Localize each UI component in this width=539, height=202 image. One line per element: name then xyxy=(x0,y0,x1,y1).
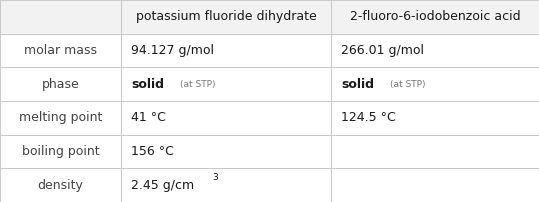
Text: phase: phase xyxy=(42,78,80,91)
Text: 124.5 °C: 124.5 °C xyxy=(341,111,396,124)
Text: 2-fluoro-6-iodobenzoic acid: 2-fluoro-6-iodobenzoic acid xyxy=(350,10,521,23)
Text: melting point: melting point xyxy=(19,111,102,124)
Text: 156 °C: 156 °C xyxy=(131,145,174,158)
Text: molar mass: molar mass xyxy=(24,44,97,57)
Text: solid: solid xyxy=(341,78,374,91)
Text: solid: solid xyxy=(131,78,164,91)
Text: 94.127 g/mol: 94.127 g/mol xyxy=(131,44,214,57)
Text: density: density xyxy=(38,179,84,192)
Bar xyxy=(0,0,539,34)
Text: potassium fluoride dihydrate: potassium fluoride dihydrate xyxy=(136,10,317,23)
Text: boiling point: boiling point xyxy=(22,145,100,158)
Text: (at STP): (at STP) xyxy=(390,80,426,89)
Text: (at STP): (at STP) xyxy=(180,80,216,89)
Text: 41 °C: 41 °C xyxy=(131,111,166,124)
Text: 3: 3 xyxy=(212,173,218,182)
Text: 266.01 g/mol: 266.01 g/mol xyxy=(341,44,424,57)
Text: 2.45 g/cm: 2.45 g/cm xyxy=(131,179,194,192)
